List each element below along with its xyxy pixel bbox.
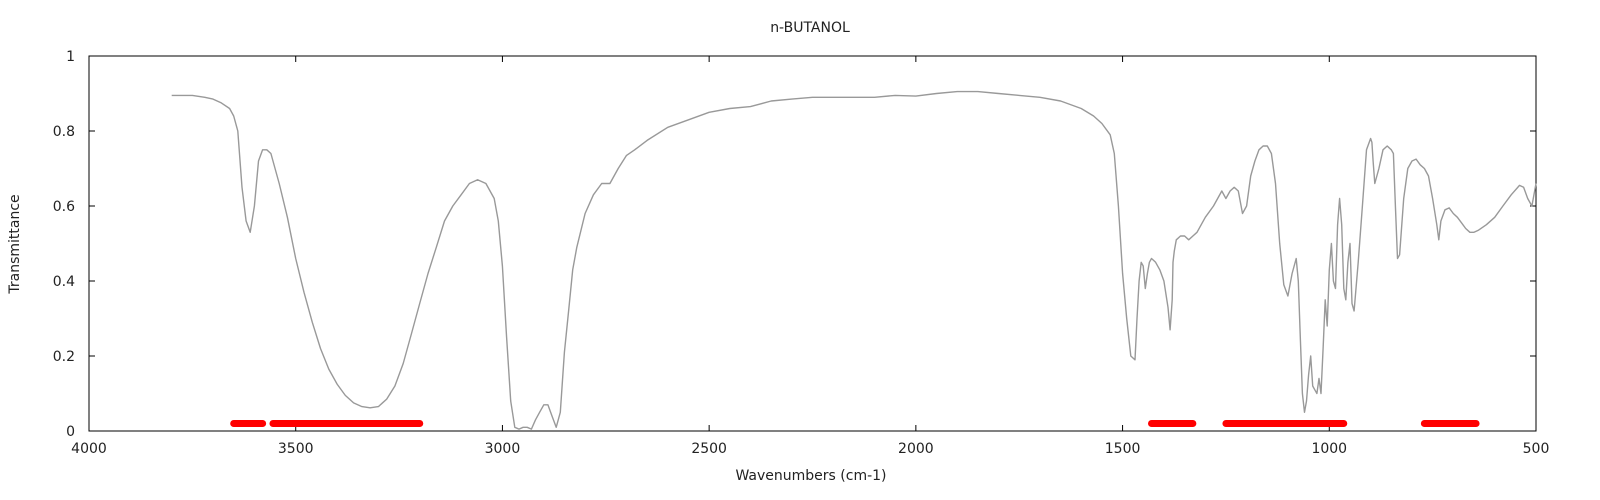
x-tick-label: 2500 — [691, 441, 727, 457]
plot-frame — [88, 55, 1537, 432]
y-tick-label: 0.8 — [53, 124, 75, 140]
x-tick-label: 1000 — [1311, 441, 1347, 457]
y-axis-title: Transmittance — [7, 194, 23, 294]
x-tick-label: 1500 — [1105, 441, 1141, 457]
x-tick-label: 2000 — [898, 441, 934, 457]
chart-title: n-BUTANOL — [770, 20, 850, 36]
spectrum-line — [171, 90, 1537, 430]
y-tick-label: 0 — [66, 424, 75, 440]
x-tick-label: 4000 — [71, 441, 107, 457]
x-axis: 4000 3500 3000 2500 2000 1500 1000 500 — [71, 56, 1549, 457]
x-axis-title: Wavenumbers (cm-1) — [735, 468, 886, 484]
x-tick-label: 3500 — [278, 441, 314, 457]
y-tick-label: 1 — [66, 49, 75, 65]
x-tick-label: 500 — [1523, 441, 1550, 457]
y-tick-label: 0.4 — [53, 274, 75, 290]
y-tick-label: 0.2 — [53, 349, 75, 365]
x-tick-label: 3000 — [485, 441, 521, 457]
y-tick-label: 0.6 — [53, 199, 75, 215]
y-axis: 0 0.2 0.4 0.6 0.8 1 — [53, 49, 1536, 440]
